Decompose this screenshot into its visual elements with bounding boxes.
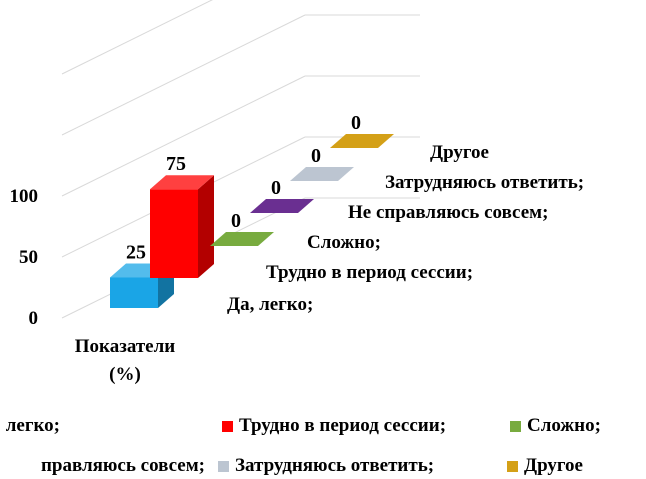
bar-series-3: 0 [250, 177, 314, 213]
y-axis-ticks: 0 50 100 [10, 186, 39, 329]
bar-side [198, 175, 214, 278]
depth-label: Другое [430, 142, 489, 163]
data-label: 0 [351, 112, 361, 134]
legend-item-3: правляюсь совсем; [0, 455, 205, 477]
bar-zero-slab [250, 199, 314, 213]
data-label: 75 [166, 153, 186, 175]
bar-zero-slab [290, 167, 354, 181]
depth-label: Трудно в период сессии; [266, 262, 473, 283]
legend-item-1: Трудно в период сессии; [222, 415, 446, 437]
grid-line [61, 0, 213, 75]
data-label: 25 [126, 242, 146, 264]
legend-label-3: правляюсь совсем; [40, 455, 205, 476]
category-label: (%) [109, 364, 141, 385]
legend-label-4: Затрудняюсь ответить; [235, 455, 435, 476]
legend-item-5: Другое [507, 455, 583, 477]
category-label: Показатели [75, 336, 176, 357]
data-label: 0 [231, 210, 241, 232]
legend-label-1: Трудно в период сессии; [239, 415, 447, 436]
grid-line [61, 14, 306, 136]
category-axis: Показатели (%) [75, 336, 176, 385]
bar-front [110, 277, 158, 308]
depth-label: Да, легко; [227, 294, 313, 315]
depth-label: Сложно; [307, 232, 381, 253]
bar-zero-slab [210, 232, 274, 246]
depth-label: Затрудняюсь ответить; [385, 172, 584, 193]
legend-swatch-5 [507, 460, 518, 472]
depth-label: Не справляюсь совсем; [348, 202, 548, 223]
legend-label-2: Сложно; [527, 415, 601, 436]
legend-item-2: Сложно; [510, 415, 601, 437]
y-tick-label: 50 [19, 247, 38, 268]
legend-swatch-2 [510, 420, 521, 432]
y-tick-label: 0 [29, 308, 39, 329]
chart-marks: 25 75 0 0 0 0 [110, 112, 394, 308]
legend-label-0: легко; [5, 415, 60, 436]
depth-axis-labels: Да, легко; Трудно в период сессии; Сложно;… [227, 142, 584, 315]
bar-front [150, 189, 198, 278]
legend-item-0: легко; [0, 415, 60, 437]
bar-top [150, 175, 214, 190]
bar-series-5: 0 [330, 112, 394, 148]
bar-series-1: 75 [150, 153, 214, 278]
bar-series-4: 0 [290, 145, 354, 181]
bar-zero-slab [330, 134, 394, 148]
data-label: 0 [271, 177, 281, 199]
data-label: 0 [311, 145, 321, 167]
grid-line [61, 75, 306, 197]
legend-swatch-4 [218, 460, 229, 472]
y-tick-label: 100 [10, 186, 39, 207]
legend-item-4: Затрудняюсь ответить; [218, 455, 434, 477]
legend-label-5: Другое [524, 455, 583, 476]
legend-swatch-1 [222, 420, 233, 432]
bar-series-2: 0 [210, 210, 274, 246]
